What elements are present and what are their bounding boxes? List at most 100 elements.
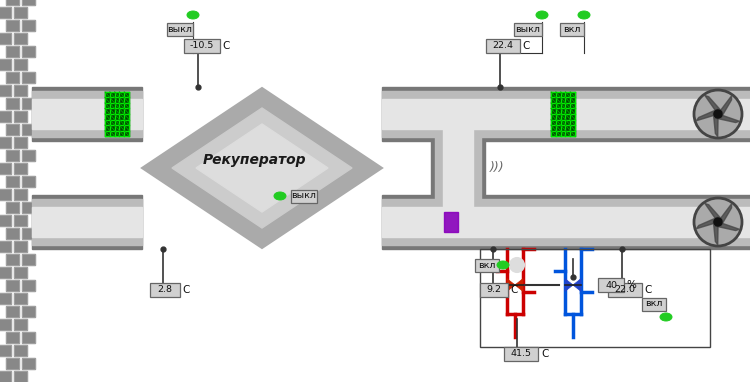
Bar <box>22 358 35 369</box>
Bar <box>0 319 11 330</box>
FancyBboxPatch shape <box>150 283 180 297</box>
Polygon shape <box>713 220 718 245</box>
Text: С: С <box>510 285 518 295</box>
Bar <box>0 85 11 96</box>
FancyBboxPatch shape <box>514 23 542 36</box>
Bar <box>14 33 27 44</box>
Bar <box>14 163 27 174</box>
Bar <box>22 124 35 135</box>
Bar <box>6 254 19 265</box>
Text: -10.5: -10.5 <box>190 42 214 50</box>
Bar <box>32 195 142 249</box>
Bar <box>6 46 19 57</box>
FancyBboxPatch shape <box>167 23 193 36</box>
Polygon shape <box>196 124 328 212</box>
Bar <box>444 212 458 232</box>
Bar <box>22 280 35 291</box>
Circle shape <box>694 90 742 138</box>
Bar <box>0 215 11 226</box>
Bar <box>22 98 35 109</box>
Bar <box>22 280 35 291</box>
Bar <box>435 114 482 222</box>
Bar <box>0 241 11 252</box>
Bar <box>0 267 11 278</box>
Bar <box>14 33 27 44</box>
Bar <box>382 207 750 237</box>
FancyBboxPatch shape <box>475 259 499 272</box>
Text: 40: 40 <box>605 280 617 290</box>
Bar <box>0 163 11 174</box>
Polygon shape <box>721 204 731 226</box>
Bar <box>22 124 35 135</box>
Bar <box>431 114 485 222</box>
Bar <box>0 189 11 200</box>
Bar <box>0 7 11 18</box>
Ellipse shape <box>187 11 199 19</box>
Bar <box>0 33 11 44</box>
Bar <box>0 111 11 122</box>
FancyBboxPatch shape <box>608 283 642 297</box>
Polygon shape <box>713 112 718 137</box>
Text: С: С <box>222 41 230 51</box>
Bar <box>22 150 35 161</box>
Bar <box>22 98 35 109</box>
Bar <box>0 137 11 148</box>
Bar <box>22 254 35 265</box>
Bar <box>0 59 11 70</box>
Bar <box>6 280 19 291</box>
FancyBboxPatch shape <box>184 39 220 53</box>
Bar <box>14 267 27 278</box>
Bar <box>22 202 35 213</box>
Bar <box>22 20 35 31</box>
Bar <box>6 254 19 265</box>
Bar <box>32 199 142 245</box>
Bar <box>0 293 11 304</box>
Bar <box>14 59 27 70</box>
Bar <box>22 0 35 5</box>
Bar <box>32 87 142 141</box>
Polygon shape <box>715 223 740 231</box>
Bar <box>14 59 27 70</box>
Bar <box>382 99 750 129</box>
Bar <box>14 215 27 226</box>
Circle shape <box>510 258 524 272</box>
Bar <box>14 85 27 96</box>
Text: вкл: вкл <box>563 24 580 34</box>
Text: С: С <box>541 349 548 359</box>
Text: выкл: выкл <box>292 191 316 201</box>
Bar <box>14 189 27 200</box>
Bar <box>6 0 19 5</box>
Bar <box>0 7 11 18</box>
Bar <box>6 176 19 187</box>
Bar <box>32 99 142 129</box>
Bar <box>22 176 35 187</box>
Bar <box>22 332 35 343</box>
Bar <box>22 20 35 31</box>
Bar <box>6 228 19 239</box>
Bar <box>6 20 19 31</box>
Bar <box>14 189 27 200</box>
Circle shape <box>714 218 722 226</box>
Bar <box>6 46 19 57</box>
Text: Рекуператор: Рекуператор <box>202 153 306 167</box>
Bar <box>6 228 19 239</box>
Bar <box>0 241 11 252</box>
Bar <box>6 332 19 343</box>
Polygon shape <box>515 278 523 291</box>
Bar <box>22 72 35 83</box>
Bar <box>14 345 27 356</box>
Polygon shape <box>172 108 352 228</box>
Bar <box>32 28 746 354</box>
Bar <box>6 332 19 343</box>
Polygon shape <box>142 88 382 248</box>
FancyBboxPatch shape <box>598 278 624 292</box>
Bar <box>0 85 11 96</box>
Polygon shape <box>696 217 718 229</box>
FancyBboxPatch shape <box>486 39 520 53</box>
Polygon shape <box>565 278 573 291</box>
Text: 9.2: 9.2 <box>487 285 502 295</box>
Polygon shape <box>696 109 718 121</box>
Text: С: С <box>644 285 651 295</box>
Bar <box>32 91 142 137</box>
Bar <box>14 137 27 148</box>
